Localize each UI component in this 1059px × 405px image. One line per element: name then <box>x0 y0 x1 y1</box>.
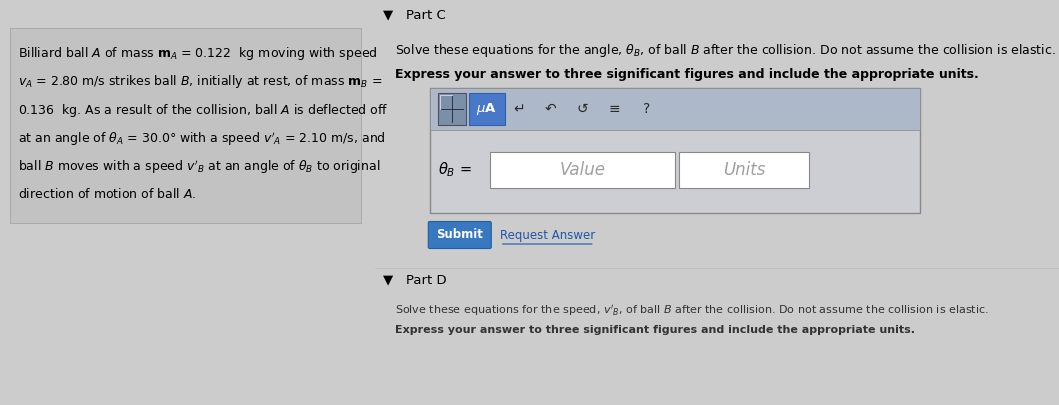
Text: Request Answer: Request Answer <box>500 228 595 241</box>
Bar <box>489 152 675 188</box>
Text: $\mu$A: $\mu$A <box>477 101 497 117</box>
Text: Express your answer to three significant figures and include the appropriate uni: Express your answer to three significant… <box>395 68 979 81</box>
Text: Solve these equations for the angle, $\theta_B$, of ball $\mathit{B}$ after the : Solve these equations for the angle, $\t… <box>395 42 1056 59</box>
Bar <box>469 93 505 125</box>
Bar <box>679 152 809 188</box>
Bar <box>439 95 452 109</box>
Text: $v_A$ = 2.80 m/s strikes ball $\mathit{B}$, initially at rest, of mass $\mathbf{: $v_A$ = 2.80 m/s strikes ball $\mathit{B… <box>18 73 382 90</box>
Text: ≡: ≡ <box>609 102 621 116</box>
Text: Units: Units <box>722 161 765 179</box>
Text: ?: ? <box>643 102 650 116</box>
Text: at an angle of $\theta_A$ = 30.0° with a speed $v'_A$ = 2.10 m/s, and: at an angle of $\theta_A$ = 30.0° with a… <box>18 130 385 148</box>
Text: direction of motion of ball $\mathit{A}$.: direction of motion of ball $\mathit{A}$… <box>18 188 197 202</box>
Text: ▼   Part C: ▼ Part C <box>382 8 446 21</box>
Text: $\theta_B$ =: $\theta_B$ = <box>437 161 471 179</box>
Text: Express your answer to three significant figures and include the appropriate uni: Express your answer to three significant… <box>395 325 915 335</box>
Bar <box>10 28 361 223</box>
Text: ball $\mathit{B}$ moves with a speed $v'_B$ at an angle of $\theta_B$ to origina: ball $\mathit{B}$ moves with a speed $v'… <box>18 159 380 177</box>
Text: ▼   Part D: ▼ Part D <box>382 273 447 286</box>
FancyBboxPatch shape <box>428 222 491 249</box>
Bar <box>437 93 466 125</box>
Text: ↵: ↵ <box>513 102 524 116</box>
Text: Solve these equations for the speed, $v'_B$, of ball $\mathit{B}$ after the coll: Solve these equations for the speed, $v'… <box>395 303 989 318</box>
Text: ↺: ↺ <box>577 102 589 116</box>
Text: Billiard ball $\mathit{A}$ of mass $\mathbf{m}_A$ = 0.122  kg moving with speed: Billiard ball $\mathit{A}$ of mass $\mat… <box>18 45 378 62</box>
Text: Value: Value <box>559 161 606 179</box>
Bar <box>430 88 920 213</box>
Text: Submit: Submit <box>436 228 483 241</box>
Bar <box>430 88 920 130</box>
Text: 0.136  kg. As a result of the collision, ball $\mathit{A}$ is deflected off: 0.136 kg. As a result of the collision, … <box>18 102 389 119</box>
Text: ↶: ↶ <box>545 102 557 116</box>
